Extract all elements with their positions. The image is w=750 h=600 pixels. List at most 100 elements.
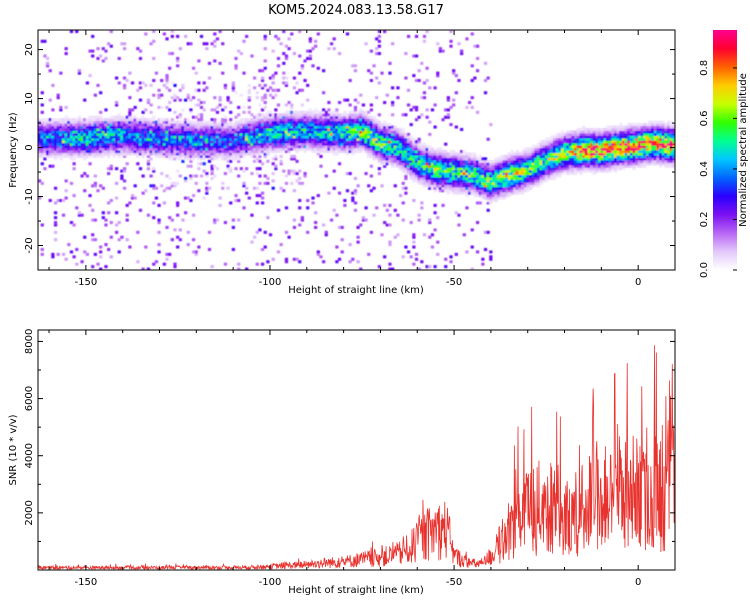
heatmap-cell — [568, 130, 573, 134]
heatmap-cell — [300, 137, 305, 141]
heatmap-cell — [544, 162, 549, 166]
heatmap-cell — [181, 142, 185, 146]
heatmap-cell — [653, 137, 658, 141]
heatmap-cell — [64, 105, 68, 109]
heatmap-cell — [499, 189, 504, 193]
heatmap-cell — [114, 167, 119, 171]
heatmap-cell — [170, 145, 174, 149]
heatmap-cell — [624, 154, 628, 158]
heatmap-cell — [168, 147, 172, 151]
heatmap-cell — [125, 120, 129, 124]
heatmap-cell — [183, 135, 188, 139]
heatmap-cell — [555, 152, 559, 156]
heatmap-cell — [205, 47, 209, 51]
heatmap-cell — [157, 230, 161, 234]
heatmap-cell — [146, 213, 151, 217]
heatmap-cell — [276, 88, 281, 92]
heatmap-cell — [194, 252, 198, 256]
heatmap-cell — [77, 152, 82, 156]
heatmap-cell — [83, 123, 87, 127]
heatmap-cell — [85, 127, 90, 132]
heatmap-cell — [640, 135, 644, 139]
heatmap-cell — [515, 181, 519, 185]
heatmap-cell — [595, 152, 599, 156]
heatmap-cell — [266, 159, 270, 163]
heatmap-cell — [497, 189, 501, 193]
heatmap-cell — [162, 123, 166, 127]
heatmap-cell — [361, 118, 366, 122]
heatmap-cell — [529, 150, 533, 154]
heatmap-cell — [592, 157, 596, 161]
heatmap-cell — [653, 147, 658, 151]
heatmap-cell — [133, 115, 137, 119]
heatmap-cell — [422, 147, 427, 151]
heatmap-cell — [138, 123, 143, 127]
heatmap-cell — [252, 127, 257, 132]
heatmap-cell — [271, 186, 275, 190]
heatmap-cell — [144, 245, 148, 249]
heatmap-cell — [460, 152, 464, 156]
heatmap-cell — [369, 152, 374, 156]
heatmap-cell — [250, 135, 254, 139]
heatmap-cell — [332, 113, 336, 117]
heatmap-cell — [247, 98, 251, 102]
heatmap-cell — [398, 159, 403, 163]
heatmap-cell — [303, 132, 307, 136]
heatmap-cell — [69, 120, 74, 124]
heatmap-cell — [99, 245, 103, 249]
heatmap-cell — [178, 137, 182, 141]
heatmap-cell — [252, 140, 257, 144]
heatmap-cell — [181, 130, 185, 134]
heatmap-cell — [391, 113, 395, 117]
heatmap-cell — [398, 127, 403, 132]
heatmap-cell — [473, 186, 477, 190]
heatmap-cell — [306, 132, 310, 136]
heatmap-cell — [550, 140, 554, 144]
heatmap-cell — [109, 221, 113, 225]
heatmap-cell — [529, 174, 533, 178]
heatmap-cell — [117, 137, 121, 141]
heatmap-cell — [266, 123, 270, 127]
heatmap-cell — [173, 184, 177, 188]
heatmap-cell — [191, 213, 196, 217]
heatmap-cell — [93, 123, 97, 127]
heatmap-cell — [651, 125, 655, 129]
heatmap-cell — [348, 125, 352, 129]
heatmap-cell — [627, 145, 631, 149]
heatmap-cell — [152, 93, 156, 97]
heatmap-cell — [391, 150, 395, 154]
heatmap-cell — [75, 154, 79, 158]
heatmap-cell — [165, 140, 169, 144]
heatmap-cell — [587, 162, 591, 166]
heatmap-cell — [53, 201, 58, 205]
heatmap-cell — [226, 123, 230, 127]
heatmap-cell — [298, 135, 302, 139]
heatmap-cell — [353, 150, 358, 154]
heatmap-cell — [629, 137, 634, 141]
heatmap-cell — [229, 123, 233, 127]
heatmap-cell — [245, 137, 249, 141]
heatmap-cell — [491, 162, 496, 166]
heatmap-cell — [436, 184, 440, 188]
heatmap-cell — [398, 142, 403, 146]
heatmap-cell — [191, 135, 196, 139]
heatmap-cell — [351, 140, 355, 144]
heatmap-cell — [237, 174, 241, 178]
heatmap-cell — [441, 181, 445, 185]
heatmap-cell — [101, 47, 105, 51]
heatmap-cell — [40, 145, 44, 149]
heatmap-cell — [245, 152, 249, 156]
heatmap-cell — [489, 257, 493, 261]
heatmap-cell — [284, 181, 289, 185]
heatmap-cell — [544, 179, 549, 183]
heatmap-cell — [375, 132, 379, 136]
heatmap-cell — [157, 132, 161, 136]
heatmap-cell — [263, 137, 267, 141]
heatmap-cell — [547, 154, 551, 158]
heatmap-cell — [367, 150, 371, 154]
heatmap-cell — [146, 164, 151, 168]
heatmap-cell — [409, 162, 413, 166]
heatmap-cell — [555, 164, 559, 168]
heatmap-cell — [43, 132, 47, 136]
heatmap-cell — [83, 154, 87, 158]
